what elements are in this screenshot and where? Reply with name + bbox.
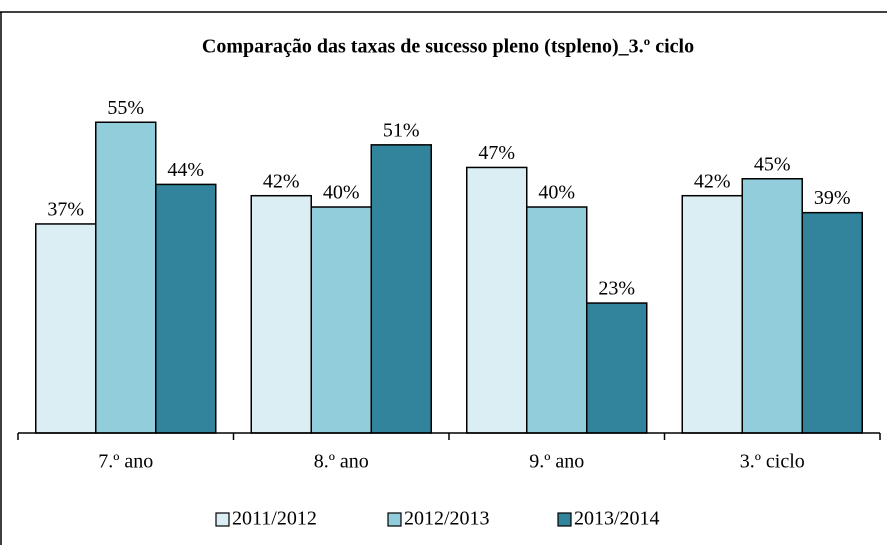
- data-label: 40%: [323, 182, 360, 204]
- bar: [155, 183, 217, 434]
- legend-label: 2012/2013: [404, 508, 490, 530]
- bar: [310, 206, 372, 434]
- bar: [466, 166, 528, 434]
- bar: [250, 194, 312, 434]
- x-tick-label: 9.º ano: [529, 451, 584, 473]
- bar: [586, 302, 648, 434]
- data-label: 55%: [107, 97, 144, 119]
- bar: [95, 121, 157, 434]
- data-label: 40%: [538, 182, 575, 204]
- data-label: 42%: [263, 170, 300, 192]
- legend-swatch: [557, 512, 572, 527]
- legend-label: 2011/2012: [232, 508, 317, 530]
- chart-title: Comparação das taxas de sucesso pleno (t…: [202, 36, 694, 58]
- data-label: 51%: [383, 119, 420, 141]
- bar: [35, 223, 97, 434]
- x-tick-label: 3.º ciclo: [740, 451, 805, 473]
- bar: [681, 194, 743, 434]
- bar: [526, 206, 588, 434]
- legend-swatch: [387, 512, 402, 527]
- data-label: 45%: [754, 153, 791, 175]
- bar: [801, 211, 863, 434]
- bar: [370, 144, 432, 434]
- bar: [741, 178, 803, 434]
- data-label: 37%: [47, 199, 84, 221]
- x-tick-label: 7.º ano: [98, 451, 153, 473]
- x-tick-label: 8.º ano: [314, 451, 369, 473]
- legend-swatch: [215, 512, 230, 527]
- data-label: 23%: [598, 278, 635, 300]
- legend-label: 2013/2014: [574, 508, 660, 530]
- data-label: 39%: [814, 187, 851, 209]
- data-label: 42%: [694, 170, 731, 192]
- data-label: 47%: [478, 142, 515, 164]
- data-label: 44%: [167, 159, 204, 181]
